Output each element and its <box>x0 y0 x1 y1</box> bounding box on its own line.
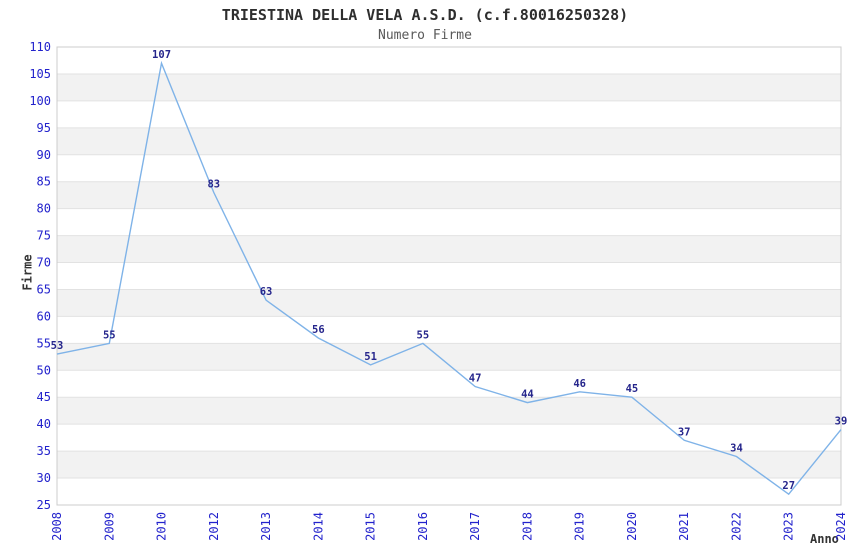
data-point-label: 37 <box>678 426 691 438</box>
x-tick-label: 2017 <box>468 512 482 541</box>
x-tick-label: 2020 <box>625 512 639 541</box>
y-tick-label: 70 <box>37 256 51 270</box>
plot-band <box>57 397 841 425</box>
data-point-label: 44 <box>521 389 534 401</box>
chart-title: TRIESTINA DELLA VELA A.S.D. (c.f.8001625… <box>221 6 629 24</box>
plot-band <box>57 127 841 155</box>
x-tick-label: 2016 <box>416 512 430 541</box>
x-tick-label: 2014 <box>311 512 325 541</box>
y-tick-label: 40 <box>37 417 51 431</box>
data-point-label: 56 <box>312 324 325 336</box>
y-tick-label: 55 <box>37 336 51 350</box>
y-tick-label: 95 <box>37 121 51 135</box>
data-point-label: 83 <box>207 178 220 190</box>
y-tick-label: 45 <box>37 390 51 404</box>
data-point-label: 45 <box>626 383 639 395</box>
x-tick-label: 2009 <box>102 512 116 541</box>
x-tick-label: 2023 <box>782 512 796 541</box>
data-point-label: 47 <box>469 372 482 384</box>
y-tick-label: 60 <box>37 309 51 323</box>
y-tick-label: 80 <box>37 202 51 216</box>
y-tick-label: 110 <box>29 40 51 54</box>
data-point-label: 63 <box>260 286 273 298</box>
y-tick-label: 35 <box>37 444 51 458</box>
y-tick-label: 85 <box>37 175 51 189</box>
plot-band <box>57 73 841 101</box>
y-tick-label: 50 <box>37 363 51 377</box>
x-tick-label: 2021 <box>677 512 691 541</box>
data-line <box>56 60 842 496</box>
x-axis-title: Anno <box>810 532 839 546</box>
plot-band <box>57 451 841 479</box>
y-tick-label: 65 <box>37 282 51 296</box>
x-tick-label: 2019 <box>573 512 587 541</box>
y-tick-label: 30 <box>37 471 51 485</box>
data-point-label: 55 <box>103 329 116 341</box>
y-tick-label: 75 <box>37 229 51 243</box>
plot-band <box>57 181 841 209</box>
y-tick-label: 90 <box>37 148 51 162</box>
data-point-label: 107 <box>152 49 171 61</box>
data-point-label: 46 <box>573 378 586 390</box>
plot-band <box>57 289 841 317</box>
x-tick-label: 2010 <box>155 512 169 541</box>
x-tick-label: 2015 <box>364 512 378 541</box>
data-point-label: 55 <box>417 329 430 341</box>
y-tick-label: 100 <box>29 94 51 108</box>
y-tick-label: 105 <box>29 67 51 81</box>
plot-border <box>56 46 842 506</box>
x-tick-label: 2018 <box>520 512 534 541</box>
x-tick-label: 2013 <box>259 512 273 541</box>
data-point-label: 39 <box>835 416 848 428</box>
y-tick-label: 25 <box>37 498 51 512</box>
plot-band <box>57 235 841 263</box>
x-tick-label: 2022 <box>729 512 743 541</box>
data-point-label: 34 <box>730 443 743 455</box>
data-point-label: 53 <box>51 340 64 352</box>
data-point-label: 27 <box>782 480 795 492</box>
x-tick-label: 2024 <box>834 512 848 541</box>
chart-subtitle: Numero Firme <box>378 28 472 43</box>
x-tick-label: 2008 <box>50 512 64 541</box>
x-tick-label: 2012 <box>207 512 221 541</box>
data-point-label: 51 <box>364 351 377 363</box>
plot-band <box>57 343 841 371</box>
